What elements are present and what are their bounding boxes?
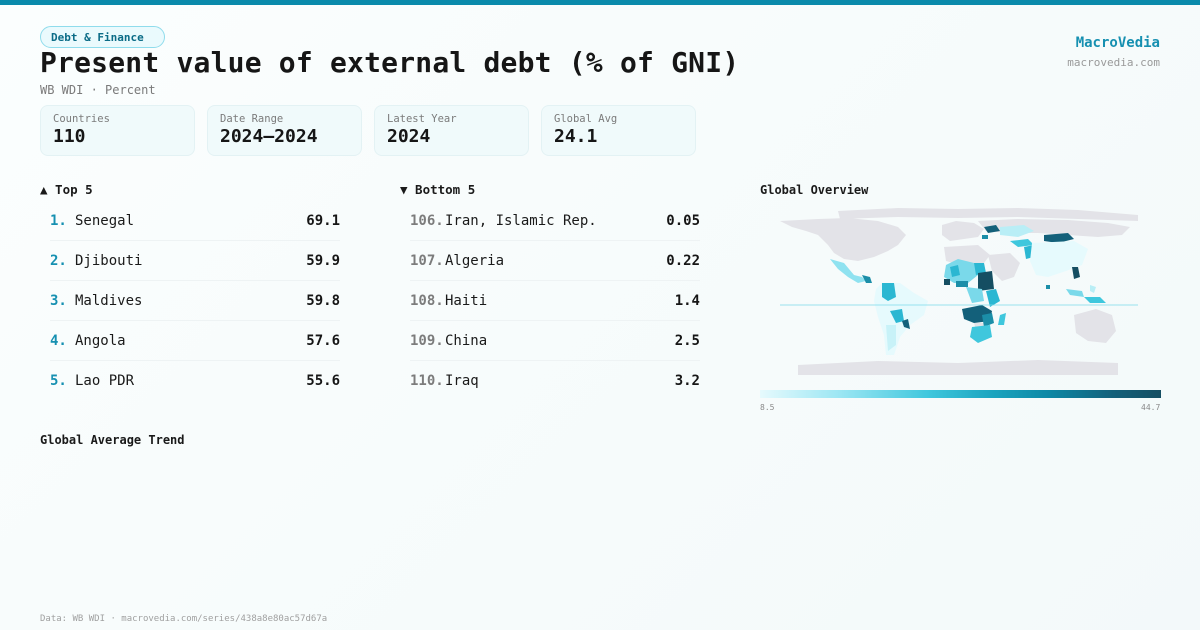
country-name: Iran, Islamic Rep. [445, 212, 597, 229]
stat-value: 2024 [387, 126, 431, 147]
stat-cards: Countries 110 Date Range 2024–2024 Lates… [40, 105, 696, 156]
stat-value: 110 [53, 126, 86, 147]
stat-value: 2024–2024 [220, 126, 318, 147]
legend-min-label: 8.5 [760, 403, 775, 412]
country-value: 2.5 [674, 332, 700, 349]
country-value: 57.6 [306, 332, 340, 349]
country-name: Senegal [75, 212, 135, 229]
stat-label: Latest Year [387, 113, 457, 125]
brand-block: MacroVedia macrovedia.com [1067, 35, 1160, 69]
stat-value: 24.1 [554, 126, 598, 147]
country-value: 55.6 [306, 373, 340, 389]
rank: 1. [50, 212, 67, 229]
brand-name[interactable]: MacroVedia [1075, 35, 1160, 51]
trend-chart-area [40, 455, 1160, 595]
country-value: 59.9 [306, 252, 340, 269]
rank: 5. [50, 373, 67, 389]
country-value: 0.05 [666, 212, 700, 229]
top5-list: 1. Senegal 69.1 2. Djibouti 59.9 3. Mald… [50, 201, 340, 401]
country-name: Lao PDR [75, 373, 135, 389]
country-name: Iraq [445, 373, 479, 389]
trend-title: Global Average Trend [40, 433, 185, 447]
top-accent-bar [0, 0, 1200, 5]
rank: 106. [410, 212, 444, 229]
list-item[interactable]: 110. Iraq 3.2 [410, 361, 700, 401]
stat-card-latest-year: Latest Year 2024 [374, 105, 529, 156]
bottom5-heading: ▼ Bottom 5 [400, 182, 476, 197]
no-data-landmass [780, 208, 1138, 375]
list-item[interactable]: 109. China 2.5 [410, 321, 700, 361]
stat-card-global-avg: Global Avg 24.1 [541, 105, 696, 156]
world-choropleth-map[interactable] [778, 205, 1142, 380]
page-title: Present value of external debt (% of GNI… [40, 46, 740, 79]
rank: 107. [410, 252, 444, 269]
country-name: Maldives [75, 292, 143, 309]
rank: 110. [410, 373, 444, 389]
page-subtitle: WB WDI · Percent [40, 83, 156, 97]
country-value: 0.22 [666, 252, 700, 269]
stat-card-date-range: Date Range 2024–2024 [207, 105, 362, 156]
list-item[interactable]: 107. Algeria 0.22 [410, 241, 700, 281]
map-title: Global Overview [760, 183, 869, 197]
rank: 109. [410, 332, 444, 349]
rank: 3. [50, 292, 67, 309]
list-item[interactable]: 3. Maldives 59.8 [50, 281, 340, 321]
data-countries [830, 225, 1106, 355]
list-item[interactable]: 106. Iran, Islamic Rep. 0.05 [410, 201, 700, 241]
category-badge[interactable]: Debt & Finance [40, 26, 165, 48]
stat-label: Global Avg [554, 113, 618, 125]
legend-max-label: 44.7 [1141, 403, 1161, 412]
footer-source: Data: WB WDI · macrovedia.com/series/438… [40, 614, 328, 624]
stat-label: Date Range [220, 113, 284, 125]
country-value: 1.4 [674, 292, 700, 309]
country-value: 59.8 [306, 292, 340, 309]
list-item[interactable]: 2. Djibouti 59.9 [50, 241, 340, 281]
country-name: Djibouti [75, 252, 143, 269]
brand-url[interactable]: macrovedia.com [1067, 56, 1160, 69]
stat-card-countries: Countries 110 [40, 105, 195, 156]
country-name: Haiti [445, 292, 488, 309]
list-item[interactable]: 5. Lao PDR 55.6 [50, 361, 340, 401]
country-name: Algeria [445, 252, 505, 269]
rank: 2. [50, 252, 67, 269]
list-item[interactable]: 108. Haiti 1.4 [410, 281, 700, 321]
country-value: 69.1 [306, 212, 340, 229]
country-name: Angola [75, 332, 126, 349]
stat-label: Countries [53, 113, 110, 125]
country-name: China [445, 332, 488, 349]
rank: 4. [50, 332, 67, 349]
bottom5-list: 106. Iran, Islamic Rep. 0.05 107. Algeri… [410, 201, 700, 401]
list-item[interactable]: 1. Senegal 69.1 [50, 201, 340, 241]
color-legend-bar [760, 390, 1161, 398]
rank: 108. [410, 292, 444, 309]
country-value: 3.2 [674, 373, 700, 389]
list-item[interactable]: 4. Angola 57.6 [50, 321, 340, 361]
top5-heading: ▲ Top 5 [40, 182, 93, 197]
